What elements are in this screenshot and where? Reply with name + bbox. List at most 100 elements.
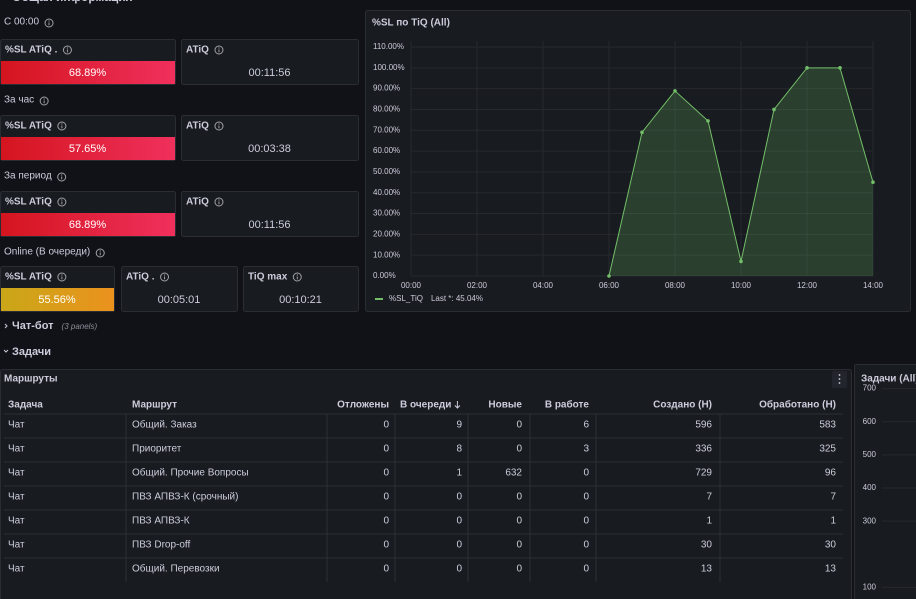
info-icon bbox=[43, 98, 45, 100]
x-tick-label: 00:00 bbox=[401, 281, 422, 290]
panel bbox=[121, 266, 238, 312]
cell: Чат bbox=[8, 420, 25, 431]
cell: ПВЗ Drop-off bbox=[132, 540, 191, 551]
panel bbox=[854, 364, 916, 599]
cell: 13 bbox=[825, 564, 837, 575]
info-icon bbox=[57, 197, 67, 207]
y-tick-label: 110.00% bbox=[373, 42, 404, 51]
cell: 1 bbox=[830, 516, 836, 527]
cell: 729 bbox=[695, 468, 712, 479]
info-icon bbox=[218, 47, 220, 49]
row-note: (3 panels) bbox=[62, 322, 98, 331]
stat-title: ATiQ bbox=[186, 45, 209, 56]
cell: Чат bbox=[8, 564, 25, 575]
legend-label[interactable]: %SL_TiQ bbox=[389, 294, 423, 303]
y-tick-label: 70.00% bbox=[373, 125, 400, 134]
stat-value: 55.56% bbox=[38, 294, 76, 306]
point bbox=[805, 66, 809, 70]
cell: ПВЗ АПВЗ-К (срочный) bbox=[132, 492, 238, 503]
cell: 6 bbox=[583, 420, 589, 431]
column-header[interactable]: Создано (Н) bbox=[653, 400, 712, 411]
cell: 596 bbox=[695, 420, 712, 431]
section-title: Общая информация bbox=[12, 0, 133, 4]
cell: Общий. Прочие Вопросы bbox=[132, 467, 249, 479]
stat-title: %SL ATiQ bbox=[5, 121, 52, 132]
y-tick-label: 10.00% bbox=[373, 250, 400, 259]
y-tick-label: 600 bbox=[863, 417, 877, 426]
cell: 336 bbox=[695, 444, 712, 455]
cell: 632 bbox=[505, 468, 522, 479]
x-tick-label: 02:00 bbox=[467, 281, 488, 290]
info-icon bbox=[44, 18, 54, 28]
x-tick-label: 04:00 bbox=[533, 281, 554, 290]
cell: 7 bbox=[706, 492, 712, 503]
row-title[interactable]: Задачи bbox=[12, 346, 51, 358]
cell: 0 bbox=[456, 540, 462, 551]
cell: 8 bbox=[456, 444, 462, 455]
cell: 0 bbox=[383, 444, 389, 455]
panel bbox=[243, 266, 359, 312]
point bbox=[640, 130, 644, 135]
legend-value: Last *: 45.04% bbox=[431, 294, 483, 303]
chart-title: Задачи (All) bbox=[861, 374, 916, 385]
y-tick-label: 90.00% bbox=[373, 84, 400, 93]
cell: 0 bbox=[516, 540, 522, 551]
row-title[interactable]: Чат-бот bbox=[12, 320, 54, 332]
x-tick-label: 10:00 bbox=[731, 281, 752, 290]
y-tick-label: 100.00% bbox=[373, 63, 405, 72]
y-tick-label: 100 bbox=[863, 583, 877, 592]
chevron bbox=[4, 323, 8, 329]
info-icon bbox=[160, 272, 170, 282]
cell: 325 bbox=[819, 444, 836, 455]
info-icon bbox=[61, 174, 63, 176]
info-icon bbox=[39, 96, 49, 106]
table-title: Маршруты bbox=[4, 374, 58, 385]
column-header[interactable]: В очереди bbox=[400, 400, 451, 411]
info-icon bbox=[296, 274, 298, 276]
x-tick-label: 06:00 bbox=[599, 281, 620, 290]
x-tick-label: 12:00 bbox=[797, 281, 818, 290]
cell: 0 bbox=[583, 564, 589, 575]
cell: 0 bbox=[383, 540, 389, 551]
cell: 30 bbox=[701, 540, 713, 551]
stat-bar bbox=[1, 61, 175, 84]
menu-dot bbox=[838, 374, 841, 376]
menu-dot bbox=[838, 382, 841, 384]
stat-value: 00:11:56 bbox=[248, 67, 290, 79]
stat-value: 00:10:21 bbox=[279, 294, 322, 306]
column-header[interactable]: В работе bbox=[545, 399, 590, 411]
area bbox=[609, 67, 873, 277]
y-tick-label: 50.00% bbox=[373, 167, 400, 176]
cell: 0 bbox=[516, 444, 522, 455]
info-icon bbox=[163, 274, 166, 276]
cell: 0 bbox=[583, 492, 589, 503]
cell: 0 bbox=[383, 492, 389, 503]
stat-title: ATiQ bbox=[186, 121, 209, 132]
info-icon bbox=[61, 274, 63, 276]
cell: 96 bbox=[825, 468, 837, 479]
cell: 13 bbox=[701, 564, 713, 575]
y-tick-label: 60.00% bbox=[373, 146, 400, 155]
y-tick-label: 700 bbox=[863, 384, 877, 393]
info-icon bbox=[214, 197, 224, 207]
cell: 0 bbox=[516, 516, 522, 527]
cell: 0 bbox=[383, 420, 389, 431]
info-icon bbox=[292, 272, 302, 282]
info-icon bbox=[57, 121, 67, 131]
cell: 0 bbox=[456, 564, 462, 575]
cell: Приоритет bbox=[132, 444, 182, 455]
cell: Общий. Заказ bbox=[132, 419, 197, 431]
info-icon bbox=[61, 123, 63, 125]
cell: 3 bbox=[583, 444, 589, 455]
column-header[interactable]: Обработано (Н) bbox=[759, 399, 836, 411]
info-icon bbox=[214, 45, 224, 55]
column-header[interactable]: Маршрут bbox=[132, 400, 177, 411]
column-header[interactable]: Отложены bbox=[337, 400, 389, 411]
cell: 0 bbox=[516, 564, 522, 575]
point bbox=[739, 259, 743, 264]
column-header[interactable]: Задача bbox=[8, 400, 43, 411]
stat-bar bbox=[1, 213, 175, 236]
stat-value: 68.89% bbox=[69, 67, 107, 79]
column-header[interactable]: Новые bbox=[488, 400, 522, 411]
info-icon bbox=[99, 250, 101, 252]
